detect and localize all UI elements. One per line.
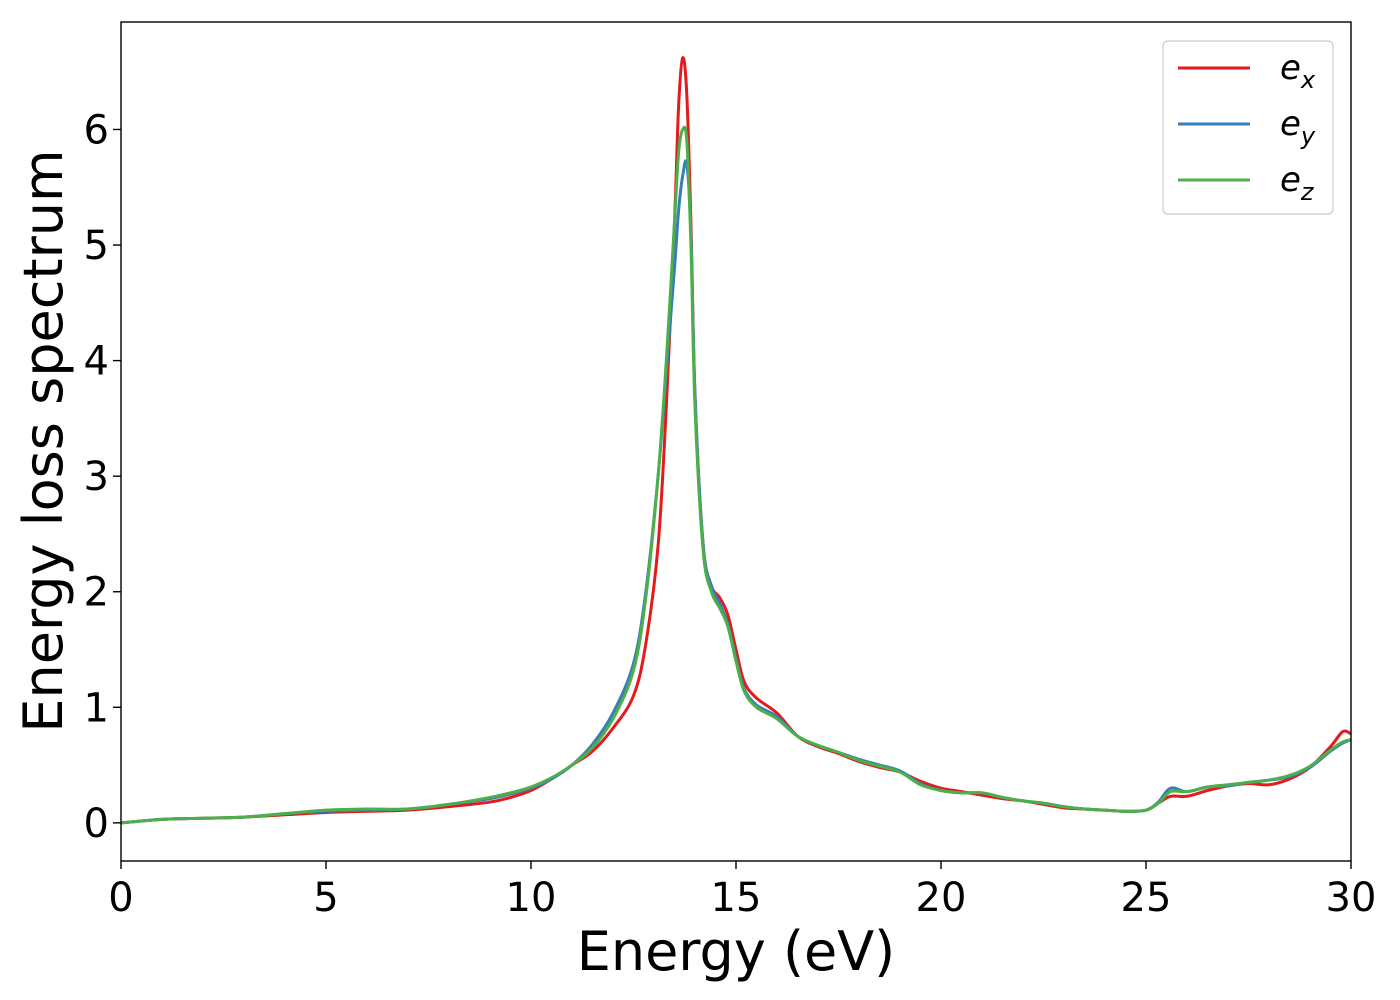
x-axis-label: Energy (eV) [577,920,896,983]
series-lines [120,56,1352,825]
series-line-z [120,125,1352,825]
x-tick-label: 0 [108,875,133,921]
plot-area [121,22,1351,861]
x-axis-ticks: 0 5 10 15 20 25 30 [108,861,1376,921]
x-tick-label: 5 [313,875,338,921]
y-tick-label: 5 [84,223,109,269]
legend-box [1162,40,1334,215]
x-tick-label: 25 [1121,875,1172,921]
y-tick-label: 1 [84,685,109,731]
x-tick-label: 30 [1326,875,1377,921]
x-tick-label: 20 [916,875,967,921]
x-tick-label: 10 [506,875,557,921]
y-tick-label: 4 [84,339,109,385]
y-tick-label: 3 [84,454,109,500]
y-axis-label: Energy loss spectrum [12,149,75,732]
y-tick-label: 6 [84,107,109,153]
y-axis-ticks: 0 1 2 3 4 5 6 [84,107,121,847]
x-tick-label: 15 [711,875,762,921]
y-tick-label: 2 [84,570,109,616]
y-tick-label: 0 [84,801,109,847]
